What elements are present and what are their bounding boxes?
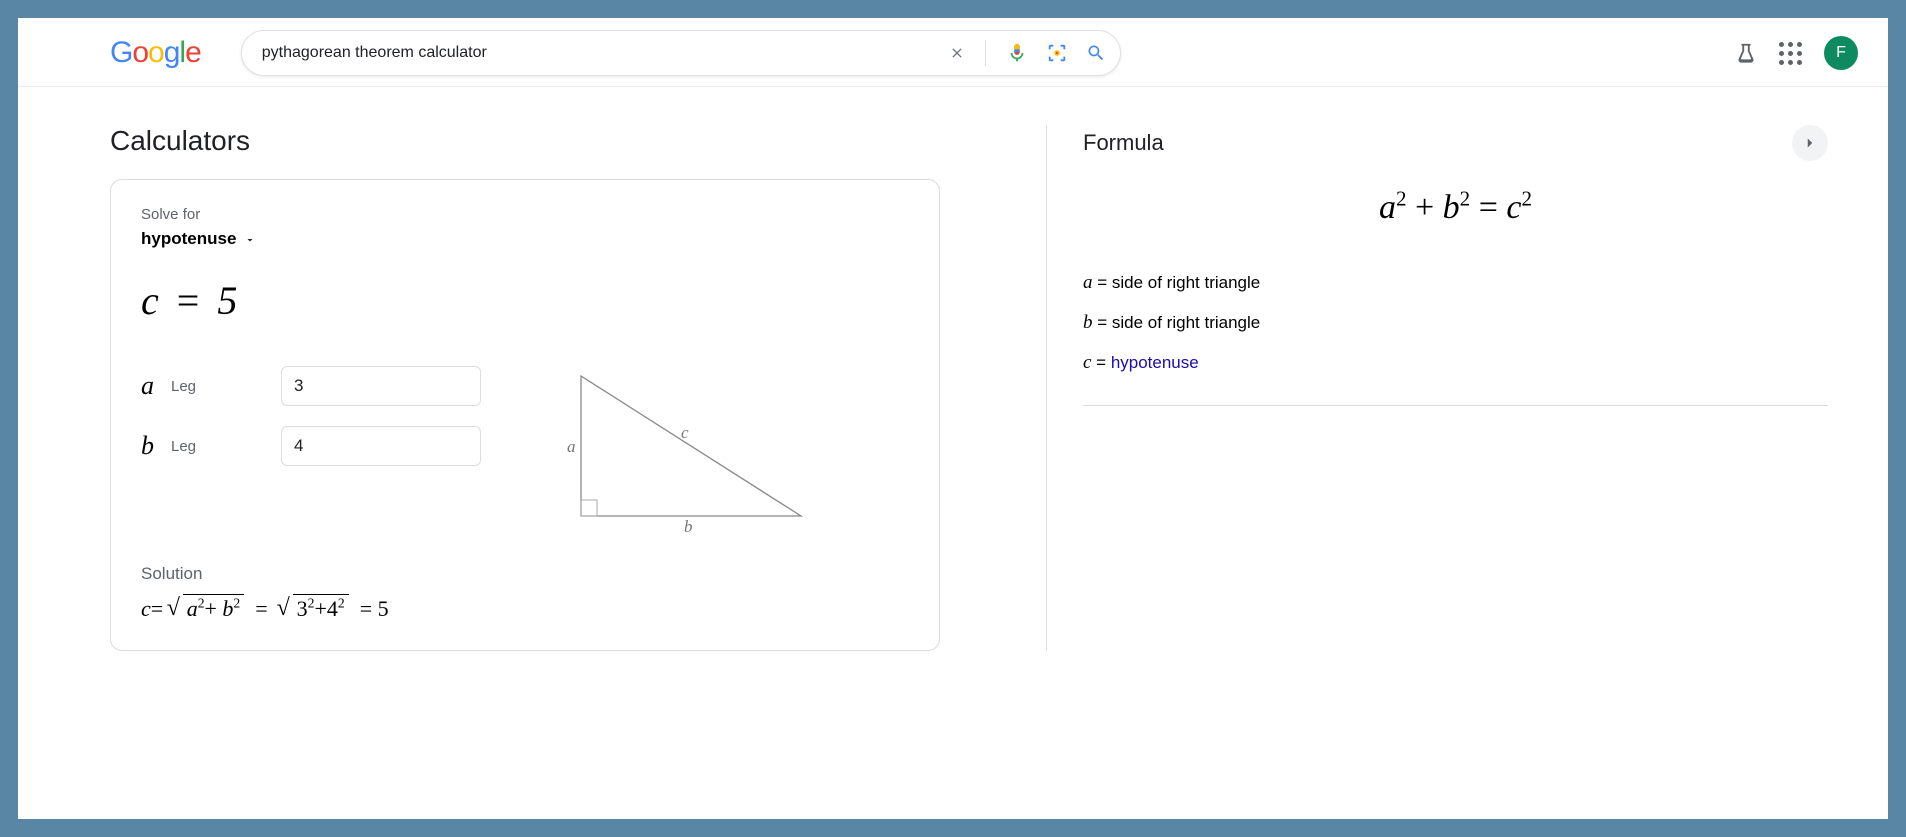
main-column: Calculators Solve for hypotenuse c = 5 a… bbox=[110, 125, 1010, 651]
result: c = 5 bbox=[141, 277, 909, 324]
input-a[interactable] bbox=[281, 366, 481, 406]
input-var: a bbox=[141, 371, 171, 401]
input-row-b: b Leg bbox=[141, 426, 481, 466]
column-divider bbox=[1046, 125, 1047, 651]
lens-search-icon[interactable] bbox=[1046, 42, 1068, 64]
triangle-label-a: a bbox=[567, 437, 576, 456]
account-avatar[interactable]: F bbox=[1824, 36, 1858, 70]
clear-icon[interactable] bbox=[949, 45, 965, 61]
chevron-down-icon bbox=[244, 234, 256, 246]
legend-row: c = hypotenuse bbox=[1083, 343, 1828, 383]
result-value: 5 bbox=[217, 278, 237, 323]
section-heading: Calculators bbox=[110, 125, 1010, 157]
google-logo[interactable]: Google bbox=[110, 36, 201, 70]
legend-row: a = side of right triangle bbox=[1083, 263, 1828, 303]
input-var: b bbox=[141, 431, 171, 461]
input-b[interactable] bbox=[281, 426, 481, 466]
inputs: a Leg b Leg bbox=[141, 366, 481, 486]
solve-for-value: hypotenuse bbox=[141, 229, 236, 249]
solve-for-label: Solve for bbox=[141, 206, 909, 223]
side-divider bbox=[1083, 405, 1828, 406]
result-var: c bbox=[141, 278, 159, 323]
input-label: Leg bbox=[171, 438, 281, 455]
side-column: Formula a2 + b2 = c2 a = side of right t… bbox=[1083, 125, 1888, 651]
solve-for-select[interactable]: hypotenuse bbox=[141, 229, 909, 249]
apps-icon[interactable] bbox=[1779, 42, 1802, 65]
separator bbox=[985, 40, 986, 66]
solution-equation: c= a2+ b2 = 32+42 = 5 bbox=[141, 596, 909, 622]
input-row-a: a Leg bbox=[141, 366, 481, 406]
triangle-label-c: c bbox=[681, 423, 689, 442]
formula-legend: a = side of right triangle b = side of r… bbox=[1083, 263, 1828, 383]
voice-search-icon[interactable] bbox=[1006, 42, 1028, 64]
hypotenuse-link[interactable]: hypotenuse bbox=[1111, 353, 1199, 372]
calculator-card: Solve for hypotenuse c = 5 a Leg bbox=[110, 179, 940, 651]
legend-row: b = side of right triangle bbox=[1083, 303, 1828, 343]
expand-button[interactable] bbox=[1792, 125, 1828, 161]
header-right: F bbox=[1735, 36, 1868, 70]
formula: a2 + b2 = c2 bbox=[1083, 189, 1828, 227]
content: Calculators Solve for hypotenuse c = 5 a… bbox=[18, 87, 1888, 651]
formula-heading: Formula bbox=[1083, 130, 1164, 156]
input-label: Leg bbox=[171, 378, 281, 395]
triangle-label-b: b bbox=[684, 517, 693, 536]
search-icon[interactable] bbox=[1086, 43, 1106, 63]
solution-label: Solution bbox=[141, 564, 909, 584]
triangle-figure: a b c bbox=[561, 366, 811, 536]
chevron-right-icon bbox=[1801, 134, 1819, 152]
page: Google bbox=[18, 18, 1888, 819]
header: Google bbox=[18, 18, 1888, 87]
labs-icon[interactable] bbox=[1735, 42, 1757, 64]
search-box[interactable] bbox=[241, 30, 1121, 76]
search-input[interactable] bbox=[262, 44, 949, 62]
search-tools bbox=[949, 40, 1106, 66]
